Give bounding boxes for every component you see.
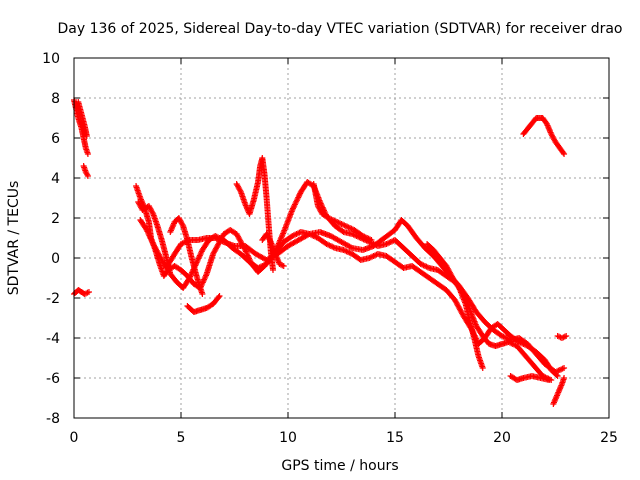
data-point-marker: [339, 228, 346, 235]
series-trace-g: [137, 217, 568, 375]
data-point-marker: [291, 201, 298, 208]
data-point-marker: [556, 333, 563, 340]
data-point-marker: [279, 262, 286, 269]
x-tick-label: 0: [70, 430, 79, 446]
data-point-marker: [280, 263, 287, 269]
data-point-marker: [84, 173, 91, 179]
series-trace-r: [507, 373, 553, 383]
series-trace-i: [184, 293, 223, 315]
series-trace-q: [554, 333, 570, 341]
chart-title: Day 136 of 2025, Sidereal Day-to-day VTE…: [57, 21, 622, 37]
x-tick-label: 25: [600, 430, 618, 446]
data-point-marker: [84, 289, 91, 296]
data-point-marker: [85, 289, 92, 295]
tick-labels: 0 5 10 15 20 25 -8 -6 -4 -2 0 2 4 6 8 10: [42, 51, 618, 446]
data-point-marker: [215, 294, 222, 301]
data-point-marker: [149, 209, 156, 216]
data-point-marker: [291, 202, 298, 209]
y-tick-label: 4: [51, 171, 60, 187]
series-trace-l: [310, 181, 375, 243]
data-point-marker: [295, 194, 302, 201]
data-point-marker: [84, 151, 91, 157]
y-axis-label: SDTVAR / TECUs: [6, 181, 22, 296]
data-point-marker: [560, 149, 567, 156]
data-point-marker: [293, 198, 300, 205]
data-point-marker: [368, 237, 375, 243]
data-point-marker: [561, 365, 568, 371]
data-point-marker: [451, 277, 458, 284]
y-tick-label: -6: [46, 371, 60, 387]
data-point-marker: [293, 197, 300, 204]
series-trace-o: [520, 115, 568, 157]
data-point-marker: [289, 207, 296, 213]
data-point-marker: [199, 291, 206, 297]
data-point-marker: [561, 151, 568, 157]
y-tick-label: 0: [51, 251, 60, 267]
data-point-marker: [479, 365, 486, 371]
data-point-marker: [347, 244, 354, 251]
series-trace-d: [71, 287, 92, 297]
series-trace-b: [75, 99, 90, 139]
data-point-marker: [295, 193, 302, 200]
data-point-marker: [560, 334, 567, 341]
data-point-marker: [546, 377, 553, 383]
series-trace-p: [550, 375, 568, 407]
data-points: [71, 97, 570, 407]
tick-marks: [73, 57, 610, 419]
y-tick-label: 6: [51, 131, 60, 147]
data-point-marker: [270, 267, 277, 273]
series-trace-k: [259, 231, 287, 269]
data-point-marker: [296, 191, 303, 198]
data-point-marker: [179, 221, 186, 228]
data-point-marker: [289, 205, 296, 212]
x-axis-label: GPS time / hours: [281, 458, 398, 474]
data-point-marker: [451, 279, 458, 285]
series-trace-m: [424, 241, 458, 285]
data-point-marker: [563, 333, 570, 339]
y-tick-label: 2: [51, 211, 60, 227]
x-tick-label: 10: [279, 430, 297, 446]
data-point-marker: [84, 171, 91, 178]
data-point-marker: [294, 195, 301, 202]
series-trace-n: [456, 285, 486, 371]
data-point-marker: [216, 293, 223, 299]
data-point-marker: [554, 373, 561, 379]
grid: [74, 58, 609, 418]
series-trace-j: [233, 155, 277, 273]
data-point-marker: [305, 231, 312, 238]
y-tick-label: -2: [46, 291, 60, 307]
y-tick-label: -4: [46, 331, 60, 347]
data-point-marker: [267, 237, 274, 244]
data-point-marker: [561, 375, 568, 381]
x-tick-label: 20: [493, 430, 511, 446]
series-trace-c: [80, 163, 91, 179]
data-point-marker: [83, 133, 90, 139]
data-point-marker: [290, 204, 297, 211]
y-tick-label: 10: [42, 51, 60, 67]
x-tick-label: 5: [177, 430, 186, 446]
data-point-marker: [237, 187, 244, 194]
x-tick-label: 15: [386, 430, 404, 446]
y-tick-label: 8: [51, 91, 60, 107]
data-point-marker: [292, 200, 299, 207]
plot-frame: [73, 57, 610, 419]
data-point-marker: [561, 333, 568, 340]
y-tick-label: -8: [46, 411, 60, 427]
series-trace-h: [167, 215, 206, 297]
